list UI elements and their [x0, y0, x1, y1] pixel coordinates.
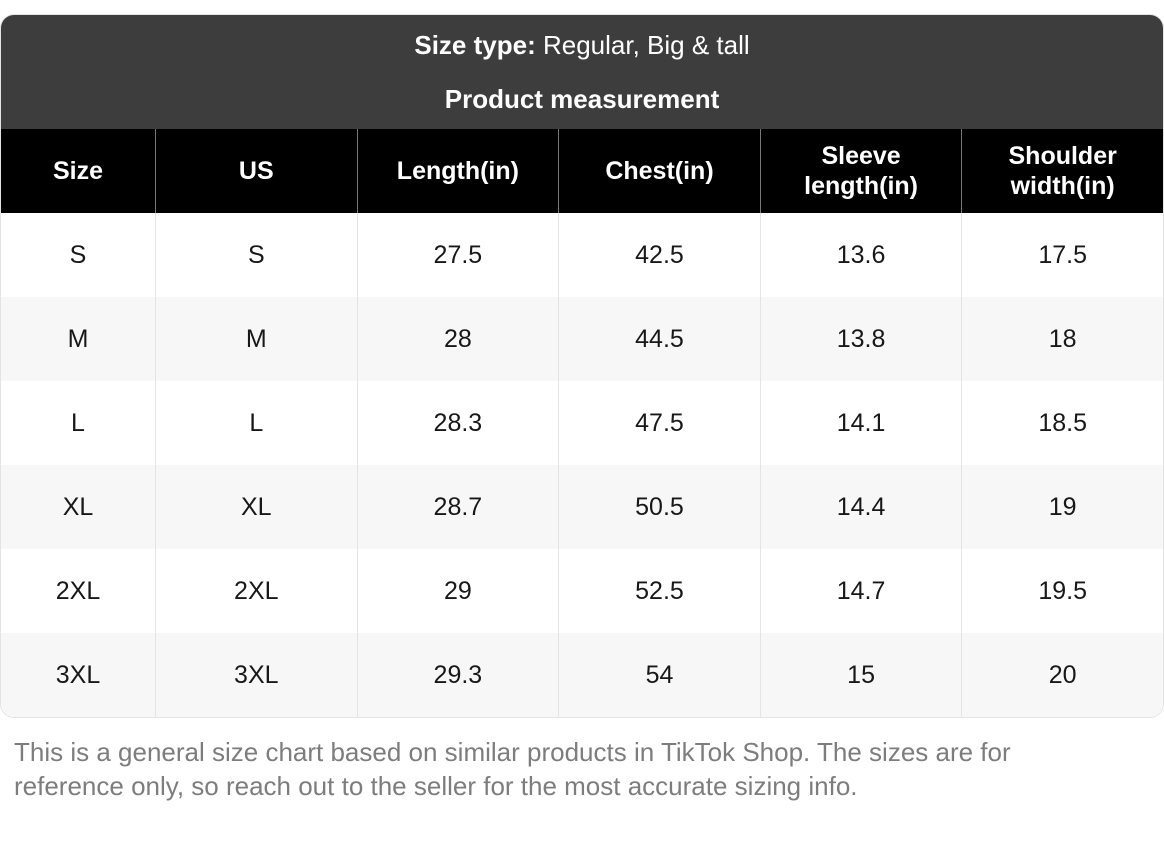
cell-size: S: [69, 240, 87, 269]
cell-shoulder-width: 20: [961, 633, 1163, 717]
table-body: S S 27.5 42.5 13.6 17.5 M M 28 44.5 13.8…: [1, 213, 1163, 717]
cell-length: 28: [356, 297, 559, 381]
cell-length: 28.7: [356, 465, 559, 549]
cell-size: 3XL: [55, 660, 101, 689]
table-row-s: S S 27.5 42.5 13.6 17.5: [1, 213, 1163, 297]
size-type-label: Size type:: [414, 30, 536, 60]
size-chart-card: Size type: Regular, Big & tall Product m…: [0, 14, 1164, 718]
table-row-2xl: 2XL 2XL 29 52.5 14.7 19.5: [1, 549, 1163, 633]
cell-chest: 50.5: [558, 465, 760, 549]
cell-chest: 42.5: [558, 213, 760, 297]
column-header-size: Size: [52, 157, 104, 185]
cell-size: M: [67, 324, 89, 353]
cell-us: XL: [155, 465, 357, 549]
cell-size: L: [71, 408, 85, 437]
cell-us: 3XL: [155, 633, 357, 717]
cell-sleeve-length: 13.6: [759, 213, 962, 297]
cell-sleeve-length: 13.8: [759, 297, 962, 381]
cell-chest: 44.5: [558, 297, 760, 381]
column-header-shoulder-width: Shoulder width(in): [961, 129, 1163, 213]
cell-chest: 52.5: [558, 549, 760, 633]
column-header-length: Length(in): [356, 129, 559, 213]
cell-shoulder-width: 19.5: [961, 549, 1163, 633]
cell-sleeve-length: 15: [759, 633, 962, 717]
cell-us: 2XL: [155, 549, 357, 633]
table-row-3xl: 3XL 3XL 29.3 54 15 20: [1, 633, 1163, 717]
product-measurement-title: Product measurement: [444, 84, 720, 114]
cell-size: XL: [62, 492, 94, 521]
cell-size: 2XL: [55, 576, 101, 605]
size-type-line: Size type: Regular, Big & tall: [1, 29, 1163, 61]
table-row-xl: XL XL 28.7 50.5 14.4 19: [1, 465, 1163, 549]
disclaimer-text: This is a general size chart based on si…: [14, 737, 1011, 801]
cell-shoulder-width: 18.5: [961, 381, 1163, 465]
table-row-m: M M 28 44.5 13.8 18: [1, 297, 1163, 381]
cell-sleeve-length: 14.4: [759, 465, 962, 549]
cell-sleeve-length: 14.1: [759, 381, 962, 465]
size-type-value: Regular, Big & tall: [542, 30, 750, 60]
cell-length: 28.3: [356, 381, 559, 465]
cell-shoulder-width: 19: [961, 465, 1163, 549]
panel-header: Size type: Regular, Big & tall Product m…: [1, 15, 1163, 129]
cell-length: 29.3: [356, 633, 559, 717]
cell-length: 27.5: [356, 213, 559, 297]
table-row-l: L L 28.3 47.5 14.1 18.5: [1, 381, 1163, 465]
cell-chest: 54: [558, 633, 760, 717]
cell-shoulder-width: 18: [961, 297, 1163, 381]
table-header-row: Size US Length(in) Chest(in) Sleeve leng…: [1, 129, 1163, 213]
cell-us: M: [155, 297, 357, 381]
cell-us: L: [155, 381, 357, 465]
cell-sleeve-length: 14.7: [759, 549, 962, 633]
cell-us: S: [155, 213, 357, 297]
column-header-sleeve-length: Sleeve length(in): [759, 129, 962, 213]
size-table: Size US Length(in) Chest(in) Sleeve leng…: [1, 129, 1163, 717]
cell-chest: 47.5: [558, 381, 760, 465]
cell-length: 29: [356, 549, 559, 633]
column-header-us: US: [155, 129, 357, 213]
column-header-chest: Chest(in): [558, 129, 760, 213]
cell-shoulder-width: 17.5: [961, 213, 1163, 297]
